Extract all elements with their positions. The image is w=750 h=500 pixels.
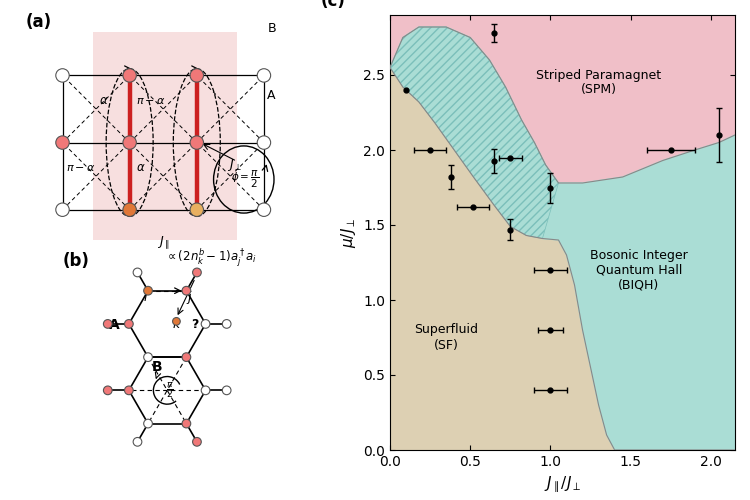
Text: $k$: $k$ (172, 316, 182, 330)
Circle shape (257, 136, 271, 149)
Circle shape (144, 353, 152, 362)
Polygon shape (390, 27, 735, 450)
Text: (a): (a) (26, 13, 52, 31)
Circle shape (172, 318, 180, 325)
Circle shape (144, 286, 152, 295)
Y-axis label: $\mu / J_{\perp}$: $\mu / J_{\perp}$ (338, 218, 358, 248)
Text: B: B (152, 360, 163, 374)
Circle shape (104, 386, 112, 394)
Text: A: A (110, 318, 120, 332)
Circle shape (144, 419, 152, 428)
Circle shape (201, 386, 210, 394)
Circle shape (56, 68, 69, 82)
Text: $\pi - \alpha$: $\pi - \alpha$ (136, 96, 166, 106)
Text: Superfluid
(SF): Superfluid (SF) (414, 324, 478, 351)
Circle shape (56, 203, 69, 216)
Text: ?: ? (190, 318, 198, 330)
Circle shape (182, 353, 190, 362)
Text: $\propto (2n_k^b - 1) a_j^\dagger a_i$: $\propto (2n_k^b - 1) a_j^\dagger a_i$ (165, 246, 256, 269)
Circle shape (56, 136, 69, 149)
Text: (b): (b) (62, 252, 89, 270)
Text: $j$: $j$ (185, 289, 193, 306)
Circle shape (124, 320, 134, 328)
Circle shape (222, 386, 231, 394)
Circle shape (201, 320, 210, 328)
Text: $\alpha$: $\alpha$ (136, 161, 146, 174)
Polygon shape (390, 27, 559, 238)
Circle shape (134, 268, 142, 277)
Text: $J_{\parallel}$: $J_{\parallel}$ (157, 234, 170, 250)
Polygon shape (390, 15, 735, 183)
Circle shape (124, 386, 134, 394)
Text: Bosonic Integer
Quantum Hall
(BIQH): Bosonic Integer Quantum Hall (BIQH) (590, 248, 688, 292)
Circle shape (182, 286, 190, 295)
Circle shape (193, 438, 201, 446)
Circle shape (123, 203, 136, 216)
Circle shape (257, 68, 271, 82)
Circle shape (193, 268, 201, 277)
Circle shape (190, 203, 203, 216)
Circle shape (257, 203, 271, 216)
Text: $J_{\perp}$: $J_{\perp}$ (227, 157, 242, 173)
Text: $\frac{\pi}{2}$: $\frac{\pi}{2}$ (166, 380, 174, 400)
Text: B: B (267, 22, 276, 35)
Circle shape (123, 136, 136, 149)
Circle shape (104, 320, 112, 328)
Circle shape (190, 136, 203, 149)
Polygon shape (390, 68, 735, 450)
Circle shape (182, 419, 190, 428)
Text: A: A (267, 89, 276, 102)
Text: $\alpha$: $\alpha$ (100, 94, 109, 106)
Circle shape (123, 68, 136, 82)
Text: $\pi - \alpha$: $\pi - \alpha$ (66, 163, 95, 173)
Text: (c): (c) (321, 0, 346, 10)
X-axis label: $J_{\parallel} / J_{\perp}$: $J_{\parallel} / J_{\perp}$ (544, 474, 581, 495)
Bar (93, 32, 237, 240)
Text: $\phi=\dfrac{\pi}{2}$: $\phi=\dfrac{\pi}{2}$ (231, 169, 260, 190)
Text: $i$: $i$ (142, 290, 148, 304)
Text: Striped Paramagnet
(SPM): Striped Paramagnet (SPM) (536, 68, 662, 96)
Circle shape (134, 438, 142, 446)
Circle shape (222, 320, 231, 328)
Circle shape (190, 68, 203, 82)
